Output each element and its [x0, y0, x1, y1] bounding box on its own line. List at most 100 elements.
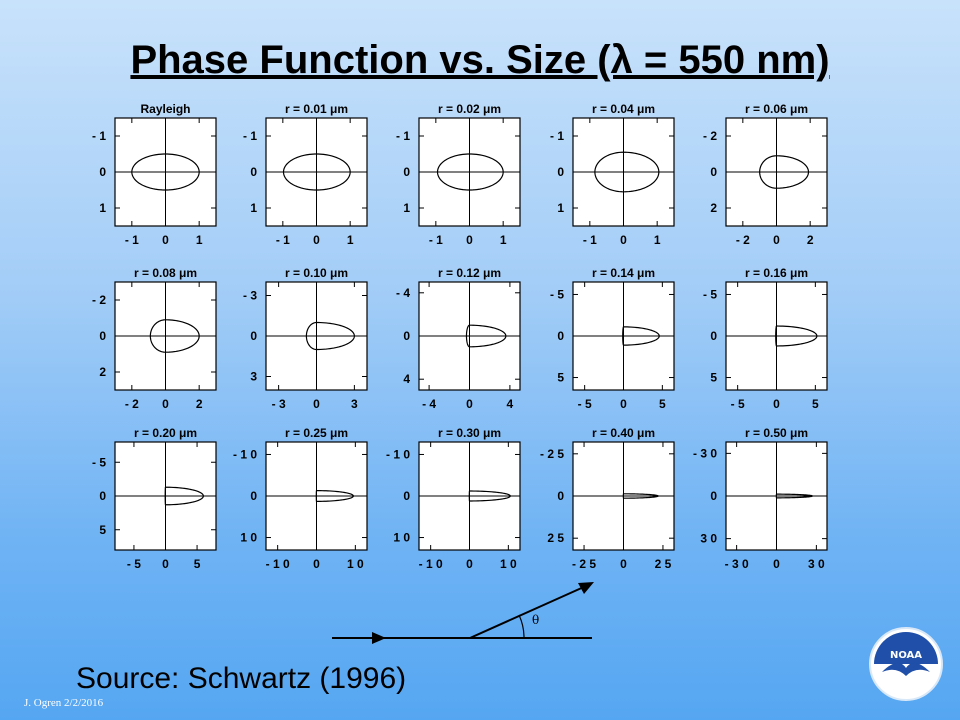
phase-function-curve: [282, 153, 351, 191]
y-tick-label: - 5: [550, 287, 564, 301]
x-tick-label: 5: [659, 397, 666, 411]
y-tick-label: - 2 5: [540, 447, 564, 461]
x-tick-label: 0: [162, 397, 169, 411]
x-tick-label: 0: [466, 397, 473, 411]
y-tick-label: - 5: [703, 287, 717, 301]
y-tick-label: 0: [250, 165, 257, 179]
phase-function-curve: [622, 326, 660, 346]
phase-function-curve: [131, 153, 200, 191]
x-tick-label: - 2 5: [572, 557, 596, 571]
phase-function-curve: [164, 486, 204, 506]
phase-panel-11: r = 0.20 μm 5 0 - 5 - 5 0 5: [92, 426, 217, 571]
scattered-ray: [469, 585, 587, 639]
y-tick-label: 0: [710, 489, 717, 503]
y-tick-label: 3 0: [700, 532, 717, 546]
y-tick-label: 0: [99, 329, 106, 343]
y-tick-label: 0: [710, 329, 717, 343]
x-tick-label: 2 5: [655, 557, 672, 571]
x-tick-label: - 1: [583, 233, 597, 247]
phase-function-curve: [622, 493, 659, 499]
x-tick-label: - 3 0: [725, 557, 749, 571]
x-tick-label: - 1 0: [419, 557, 443, 571]
y-tick-label: 0: [403, 489, 410, 503]
phase-panel-9: r = 0.14 μm 5 0 - 5 - 5 0 5: [550, 266, 675, 411]
phase-panel-3: r = 0.02 μm 1 0 - 1 - 1 0 1: [396, 102, 521, 247]
x-tick-label: 3 0: [808, 557, 825, 571]
source-citation: Source: Schwartz (1996): [76, 662, 407, 695]
panel-title: r = 0.08 μm: [134, 266, 197, 280]
panel-title: r = 0.06 μm: [745, 102, 808, 116]
phase-function-curve: [436, 153, 504, 191]
phase-panel-4: r = 0.04 μm 1 0 - 1 - 1 0 1: [550, 102, 675, 247]
x-tick-label: 1: [654, 233, 661, 247]
phase-function-curve: [594, 151, 660, 193]
phase-function-curve: [468, 490, 511, 502]
y-tick-label: - 1: [243, 129, 257, 143]
panel-title: r = 0.12 μm: [438, 266, 501, 280]
slide-title: Phase Function vs. Size (λ = 550 nm): [130, 38, 830, 82]
y-tick-label: - 4: [396, 286, 410, 300]
panel-title: r = 0.40 μm: [592, 426, 655, 440]
y-tick-label: - 3: [243, 289, 257, 303]
x-tick-label: 1 0: [500, 557, 517, 571]
x-tick-label: 4: [507, 397, 514, 411]
scattering-angle-diagram: θ: [332, 582, 594, 644]
y-tick-label: 1: [99, 201, 106, 215]
y-tick-label: 1: [557, 201, 564, 215]
noaa-logo: NOAA: [869, 627, 943, 701]
phase-panel-14: r = 0.40 μm 2 5 0 - 2 5 - 2 5 0 2 5: [540, 426, 675, 571]
x-tick-label: 0: [466, 233, 473, 247]
theta-label: θ: [532, 613, 539, 627]
y-tick-label: - 1 0: [233, 447, 257, 461]
panel-title: r = 0.30 μm: [438, 426, 501, 440]
phase-function-curve: [465, 324, 507, 348]
x-tick-label: 0: [313, 557, 320, 571]
x-tick-label: 0: [466, 557, 473, 571]
x-tick-label: 0: [620, 397, 627, 411]
y-tick-label: 5: [557, 371, 564, 385]
y-tick-label: 0: [99, 165, 106, 179]
phase-function-curve: [759, 155, 810, 189]
x-tick-label: - 5: [578, 397, 592, 411]
y-tick-label: - 1: [396, 129, 410, 143]
phase-panel-8: r = 0.12 μm 4 0 - 4 - 4 0 4: [396, 266, 521, 411]
x-tick-label: 0: [162, 557, 169, 571]
phase-panel-15: r = 0.50 μm 3 0 0 - 3 0 - 3 0 0 3 0: [693, 426, 828, 571]
x-tick-label: 1: [500, 233, 507, 247]
panel-title: r = 0.50 μm: [745, 426, 808, 440]
y-tick-label: - 2: [703, 129, 717, 143]
phase-panel-7: r = 0.10 μm 3 0 - 3 - 3 0 3: [243, 266, 368, 411]
x-tick-label: - 1: [125, 233, 139, 247]
phase-panel-1: Rayleigh 1 0 - 1 - 1 0 1: [92, 102, 217, 247]
y-tick-label: - 1: [550, 129, 564, 143]
angle-arc: [518, 614, 525, 639]
phase-function-curve: [775, 493, 814, 499]
x-tick-label: 5: [812, 397, 819, 411]
x-tick-label: - 4: [422, 397, 436, 411]
panel-title: Rayleigh: [140, 102, 190, 116]
y-tick-label: - 3 0: [693, 446, 717, 460]
phase-panel-13: r = 0.30 μm 1 0 0 - 1 0 - 1 0 0 1 0: [386, 426, 521, 571]
noaa-logo-text: NOAA: [890, 650, 922, 661]
panel-title: r = 0.10 μm: [285, 266, 348, 280]
x-tick-label: 0: [162, 233, 169, 247]
phase-panel-6: r = 0.08 μm 2 0 - 2 - 2 0 2: [92, 266, 217, 411]
scattered-arrowhead: [578, 582, 594, 594]
x-tick-label: 2: [807, 233, 814, 247]
y-tick-label: 0: [250, 489, 257, 503]
x-tick-label: - 1: [429, 233, 443, 247]
y-tick-label: 0: [250, 329, 257, 343]
y-tick-label: - 5: [92, 455, 106, 469]
y-tick-label: 0: [557, 489, 564, 503]
y-tick-label: 0: [403, 329, 410, 343]
phase-function-curve: [305, 321, 355, 351]
y-tick-label: 1 0: [393, 531, 410, 545]
phase-function-curve: [775, 325, 818, 347]
phase-panel-10: r = 0.16 μm 5 0 - 5 - 5 0 5: [703, 266, 828, 411]
y-tick-label: - 1 0: [386, 447, 410, 461]
x-tick-label: 0: [773, 557, 780, 571]
y-tick-label: - 1: [92, 129, 106, 143]
x-tick-label: 5: [194, 557, 201, 571]
y-tick-label: 1: [403, 201, 410, 215]
phase-panel-2: r = 0.01 μm 1 0 - 1 - 1 0 1: [243, 102, 368, 247]
